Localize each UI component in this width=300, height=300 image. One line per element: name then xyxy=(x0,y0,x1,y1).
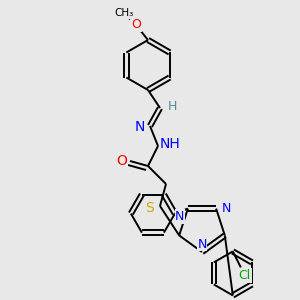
Text: Cl: Cl xyxy=(239,269,251,282)
Text: H: H xyxy=(167,100,177,112)
Text: N: N xyxy=(197,238,207,250)
Text: N: N xyxy=(135,120,145,134)
Text: NH: NH xyxy=(160,137,180,151)
Text: CH₃: CH₃ xyxy=(114,8,134,18)
Text: O: O xyxy=(117,154,128,168)
Text: N: N xyxy=(175,210,184,223)
Text: S: S xyxy=(146,201,154,215)
Text: O: O xyxy=(131,19,141,32)
Text: N: N xyxy=(221,202,231,215)
